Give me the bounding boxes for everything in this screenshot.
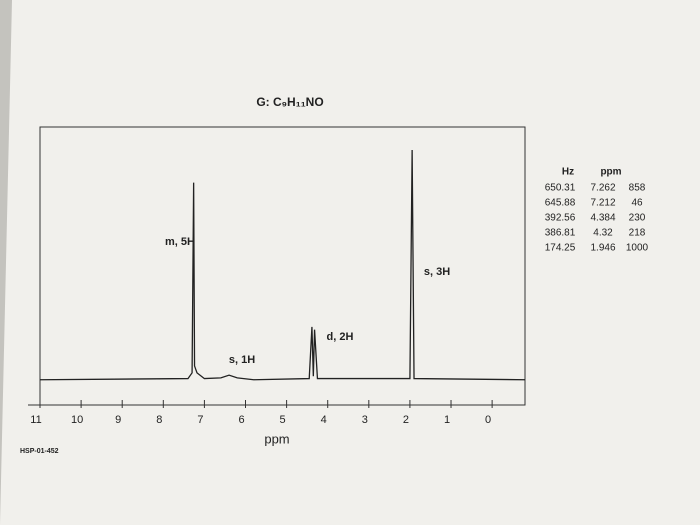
table-header: ppm: [600, 167, 621, 178]
x-tick-label: 3: [362, 414, 368, 426]
table-cell: 230: [629, 213, 646, 224]
table-cell: 858: [629, 183, 646, 194]
table-cell: 174.25: [545, 243, 576, 254]
chart-title: G: C₉H₁₁NO: [256, 95, 323, 109]
table-cell: 46: [631, 198, 643, 209]
x-tick-label: 1: [444, 414, 450, 426]
table-cell: 1.946: [590, 243, 615, 254]
table-cell: 386.81: [545, 228, 576, 239]
x-tick-label: 6: [238, 414, 244, 426]
table-header: Hz: [562, 167, 574, 178]
spectrum-line: [39, 149, 526, 381]
peak-annotation: m, 5H: [165, 236, 195, 248]
x-tick-label: 7: [197, 414, 203, 426]
x-tick-label: 2: [403, 414, 409, 426]
table-cell: 4.384: [590, 213, 615, 224]
table-cell: 392.56: [545, 213, 576, 224]
x-tick-label: 4: [321, 414, 327, 426]
table-cell: 7.262: [590, 183, 615, 194]
peak-annotation: d, 2H: [327, 331, 354, 343]
table-cell: 218: [629, 228, 646, 239]
table-cell: 4.32: [593, 228, 613, 239]
x-tick-label: 5: [280, 414, 286, 426]
table-cell: 7.212: [590, 198, 615, 209]
peak-annotation: s, 1H: [229, 354, 255, 366]
x-tick-label: 9: [115, 414, 121, 426]
table-cell: 1000: [626, 243, 649, 254]
table-cell: 650.31: [545, 183, 576, 194]
x-tick-label: 8: [156, 414, 162, 426]
x-tick-label: 0: [485, 414, 491, 426]
footer: HSP-01-452: [20, 448, 59, 455]
table-cell: 645.88: [545, 198, 576, 209]
x-tick-label: 11: [30, 414, 41, 426]
x-tick-label: 10: [71, 414, 83, 426]
peak-annotation: s, 3H: [424, 266, 450, 278]
x-axis-label: ppm: [264, 431, 289, 446]
